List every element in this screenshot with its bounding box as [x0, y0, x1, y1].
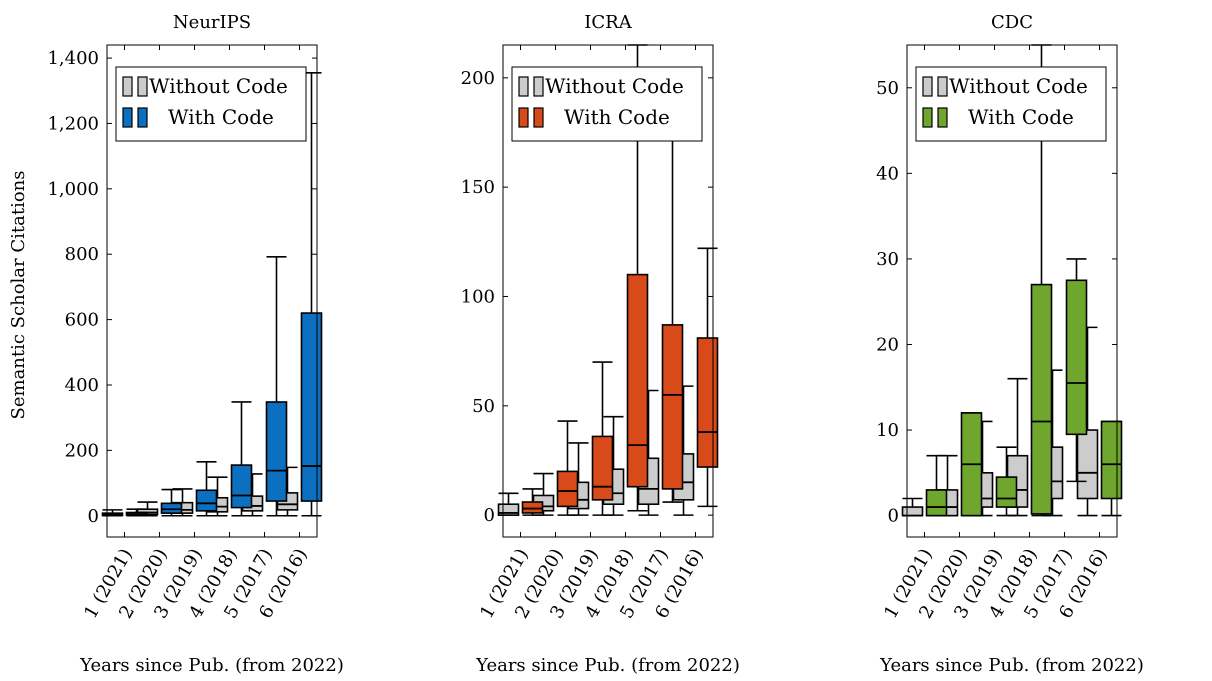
box-iqr [300, 312, 323, 502]
y-tick-label: 50 [876, 78, 899, 99]
legend-label: Without Code [149, 74, 288, 98]
box-iqr [1076, 429, 1099, 500]
y-tick-label: 100 [461, 286, 495, 307]
legend: Without Code With Code [511, 66, 703, 142]
legend-swatch [922, 107, 933, 128]
plot-frame [106, 44, 318, 538]
y-tick-label: 200 [461, 68, 495, 89]
y-tick-label: 1,200 [47, 113, 99, 134]
box-iqr [925, 489, 948, 517]
y-tick-label: 10 [876, 420, 899, 441]
box-without-code [101, 509, 124, 517]
y-tick-label: 400 [65, 375, 99, 396]
legend-swatch [922, 76, 933, 97]
legend-frame [115, 66, 307, 142]
box-with-code [626, 44, 649, 512]
box-with-code [925, 454, 948, 517]
box-iqr [556, 470, 579, 508]
x-axis-label: Years since Pub. (from 2022) [475, 655, 740, 676]
box-iqr [160, 502, 183, 514]
box-with-code [521, 488, 544, 516]
box-iqr [497, 503, 520, 516]
legend-frame [915, 66, 1107, 142]
y-tick-label: 200 [65, 440, 99, 461]
box-with-code [160, 488, 183, 517]
y-tick-label: 0 [88, 506, 99, 527]
box-with-code [591, 361, 614, 516]
legend-swatch [122, 107, 133, 128]
legend: Without Code With Code [915, 66, 1107, 142]
y-tick-label: 20 [876, 334, 899, 355]
box-iqr [696, 337, 719, 468]
plot-frame [502, 44, 714, 538]
legend: Without Code With Code [115, 66, 307, 142]
legend-swatch [533, 76, 544, 97]
box-with-code [960, 412, 983, 517]
panel-title: CDC [991, 12, 1033, 33]
y-tick-label: 1,000 [47, 179, 99, 200]
box-iqr [591, 435, 614, 501]
x-axis-label: Years since Pub. (from 2022) [879, 655, 1144, 676]
legend-swatch [518, 107, 529, 128]
y-tick-label: 800 [65, 244, 99, 265]
legend-swatch [937, 76, 948, 97]
panel-title: NeurIPS [173, 12, 251, 33]
legend-swatch [122, 76, 133, 97]
y-tick-label: 30 [876, 249, 899, 270]
box-iqr [1100, 420, 1123, 500]
y-tick-label: 40 [876, 163, 899, 184]
y-tick-label: 600 [65, 310, 99, 331]
box-with-code [995, 446, 1018, 517]
box-with-code [265, 256, 288, 517]
box-iqr [1030, 283, 1053, 515]
box-with-code [195, 461, 218, 517]
legend-label: With Code [168, 105, 274, 129]
box-with-code [125, 508, 148, 517]
box-iqr [521, 501, 544, 514]
box-without-code [497, 492, 520, 516]
y-axis-label: Semantic Scholar Citations [8, 171, 29, 420]
box-with-code [696, 247, 719, 508]
box-with-code [1065, 258, 1088, 483]
box-with-code [556, 420, 579, 516]
box-iqr [265, 401, 288, 502]
box-with-code [1030, 44, 1053, 517]
y-tick-label: 150 [461, 177, 495, 198]
legend-swatch [533, 107, 544, 128]
legend-swatch [937, 107, 948, 128]
y-tick-label: 0 [888, 506, 899, 527]
legend-label: Without Code [949, 74, 1088, 98]
legend-swatch [137, 76, 148, 97]
y-tick-label: 1,400 [47, 48, 99, 69]
legend-swatch [137, 107, 148, 128]
legend-label: With Code [968, 105, 1074, 129]
box-iqr [195, 489, 218, 512]
legend-label: With Code [564, 105, 670, 129]
box-iqr [661, 324, 684, 490]
y-tick-label: 50 [472, 396, 495, 417]
legend-frame [511, 66, 703, 142]
box-iqr [995, 476, 1018, 508]
box-with-code [1100, 420, 1123, 517]
box-iqr [901, 506, 924, 517]
box-without-code [901, 497, 924, 517]
legend-label: Without Code [545, 74, 684, 98]
box-iqr [1065, 279, 1088, 436]
plot-frame [906, 44, 1118, 538]
y-tick-label: 0 [484, 505, 495, 526]
box-with-code [230, 401, 253, 517]
box-iqr [626, 273, 649, 488]
box-iqr [230, 464, 253, 509]
box-with-code [661, 107, 684, 503]
x-axis-label: Years since Pub. (from 2022) [79, 655, 344, 676]
panel-title: ICRA [584, 12, 632, 33]
legend-swatch [518, 76, 529, 97]
